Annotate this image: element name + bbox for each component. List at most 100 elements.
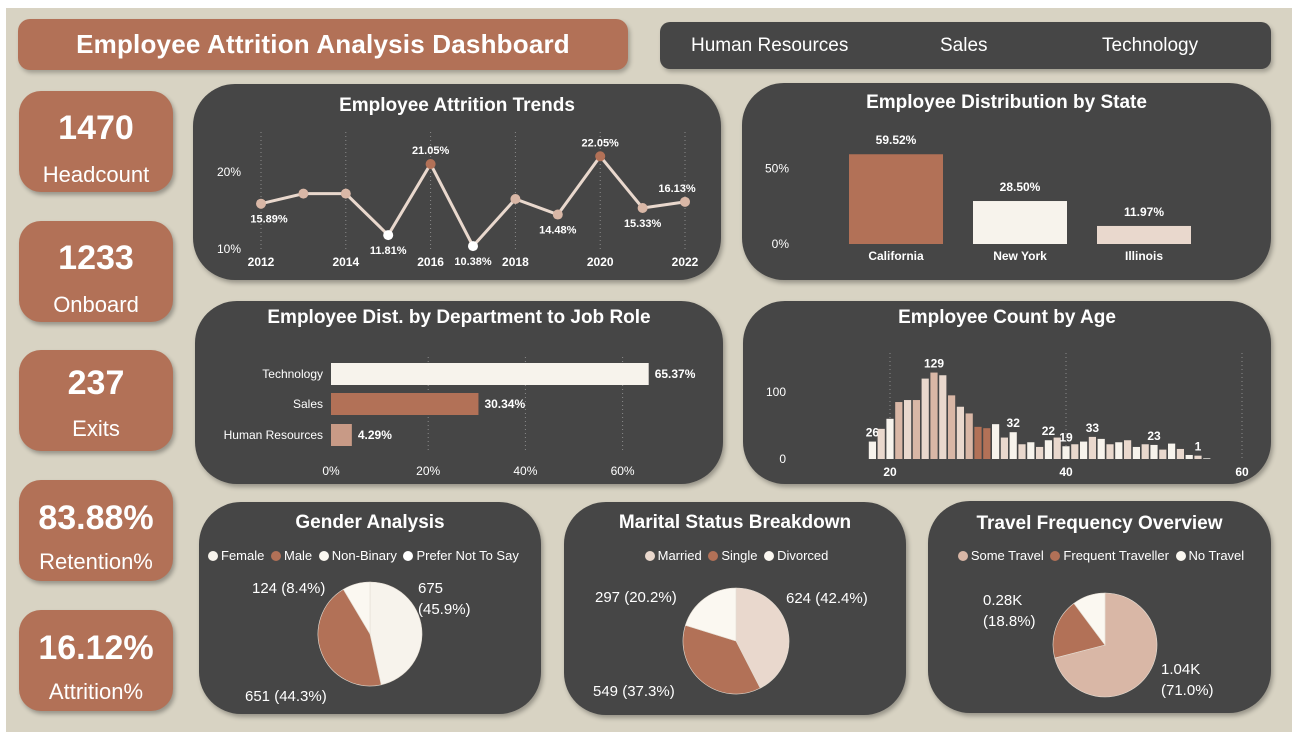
state-x-tick: New York (993, 249, 1047, 263)
marital-slice-single (682, 624, 761, 695)
age-y-tick: 0 (779, 452, 786, 466)
trend-point-label: 11.81% (370, 245, 407, 257)
legend-divorced: Divorced (777, 548, 829, 563)
kpi-onboard-card: 1233 Onboard (19, 221, 173, 322)
age-bar (1106, 444, 1114, 459)
age-bar (1097, 438, 1105, 459)
trend-x-tick: 2020 (587, 255, 614, 269)
kpi-headcount-card: 1470 Headcount (19, 91, 173, 192)
age-bar (886, 418, 894, 459)
age-bar (992, 424, 1000, 459)
age-bar (1044, 440, 1052, 459)
trend-point (298, 188, 309, 199)
trend-point (425, 159, 436, 169)
age-y-tick: 100 (766, 385, 786, 399)
legend-no-travel-swatch (1175, 551, 1186, 561)
kpi-onboard-label: Onboard (53, 292, 139, 317)
gender-non-binary-label: 124 (8.4%) (252, 580, 326, 597)
trend-point-label: 10.38% (454, 256, 492, 268)
state-bar-label: 11.97% (1124, 205, 1164, 219)
age-bar (1062, 446, 1070, 459)
department-distribution-title: Employee Dist. by Department to Job Role (267, 307, 651, 328)
legend-frequent-swatch (1050, 551, 1061, 561)
age-bar (1150, 444, 1158, 459)
marital-status-title: Marital Status Breakdown (618, 512, 852, 533)
legend-female: Female (221, 548, 265, 563)
legend-married-swatch (644, 551, 655, 561)
dashboard-title: Employee Attrition Analysis Dashboard (76, 29, 570, 59)
legend-married: Married (657, 548, 702, 563)
age-bar (974, 426, 982, 459)
age-bar (939, 375, 947, 459)
age-bar (956, 406, 964, 459)
age-bar-label: 23 (1147, 429, 1161, 443)
trend-point-label: 15.89% (250, 214, 288, 226)
legend-female-swatch (208, 551, 218, 561)
age-bar (912, 400, 920, 459)
age-count-title: Employee Count by Age (898, 307, 1116, 328)
age-count-chart: 20 40 60 0 100 26 129 32 22 19 33 23 1 (766, 353, 1249, 479)
age-x-tick: 40 (1059, 465, 1073, 479)
age-x-tick: 20 (883, 465, 897, 479)
marital-slice-married (735, 587, 790, 689)
dept-bar-label: 4.29% (358, 428, 392, 442)
age-bar-label: 26 (866, 426, 880, 440)
age-bar (904, 400, 912, 459)
state-distribution-title: Employee Distribution by State (866, 92, 1147, 113)
age-bar (921, 378, 929, 459)
attrition-trends-title: Employee Attrition Trends (339, 95, 575, 116)
slicer-technology[interactable]: Technology (1102, 35, 1199, 56)
slicer-sales[interactable]: Sales (940, 35, 988, 56)
age-bar (1071, 444, 1079, 459)
slicer-human-resources[interactable]: Human Resources (691, 35, 849, 56)
attrition-trends-chart: 2012 2014 2016 2018 2020 2022 10% 20% 15.89% 11.8… (217, 132, 699, 269)
legend-divorced-swatch (764, 551, 775, 561)
state-bar (973, 201, 1067, 244)
age-bar (1009, 432, 1017, 459)
age-bar (1185, 454, 1193, 459)
department-distribution-card: Employee Dist. by Department to Job Role… (195, 301, 723, 484)
travel-slice-frequent (1052, 602, 1106, 659)
dept-bar (331, 424, 352, 446)
dashboard-canvas: Employee Attrition Analysis Dashboard Hu… (6, 8, 1292, 732)
age-bar (868, 441, 876, 459)
kpi-retention-label: Retention% (39, 549, 153, 574)
age-bar (1080, 441, 1088, 459)
trend-x-tick: 2012 (248, 255, 275, 269)
state-y-tick: 50% (765, 162, 789, 176)
age-bar (948, 395, 956, 459)
state-x-tick: Illinois (1125, 249, 1163, 263)
legend-single: Single (721, 548, 758, 563)
trend-x-tick: 2022 (672, 255, 699, 269)
age-bar (1124, 440, 1132, 459)
age-count-card: Employee Count by Age 20 40 60 0 100 26 129 32 2… (743, 301, 1271, 484)
dept-y-tick: Sales (293, 397, 323, 411)
state-bar-label: 59.52% (876, 133, 917, 147)
state-bar (849, 154, 943, 244)
age-bar (983, 428, 991, 459)
kpi-exits-value: 237 (67, 364, 125, 402)
attrition-trends-card: Employee Attrition Trends 2012 2014 2016 20… (193, 84, 721, 280)
travel-legend: Some Travel Frequent Traveller No Travel (928, 548, 1271, 563)
trend-point (340, 188, 351, 199)
legend-prefer-not-swatch (403, 551, 414, 561)
marital-status-card: Marital Status Breakdown Married Single … (564, 502, 906, 715)
travel-some-label: 1.04K (71.0%) (1161, 661, 1214, 699)
trend-point (510, 194, 521, 204)
trend-point (637, 203, 648, 213)
legend-male: Male (283, 548, 313, 563)
kpi-onboard-value: 1233 (58, 239, 134, 277)
legend-some-travel-swatch (957, 551, 968, 561)
marital-divorced-label: 297 (20.2%) (595, 589, 677, 606)
travel-slice-none (1073, 592, 1106, 646)
trend-y-tick: 20% (217, 165, 241, 179)
dept-y-tick: Human Resources (224, 428, 323, 442)
trend-point-label: 14.48% (539, 225, 577, 237)
age-bar (1194, 455, 1202, 459)
marital-pie-chart (682, 587, 790, 695)
gender-slice-non-binary (342, 581, 371, 636)
age-bar (965, 413, 973, 459)
age-bar (1159, 449, 1167, 459)
trend-point (256, 198, 266, 209)
trend-point (468, 241, 478, 252)
